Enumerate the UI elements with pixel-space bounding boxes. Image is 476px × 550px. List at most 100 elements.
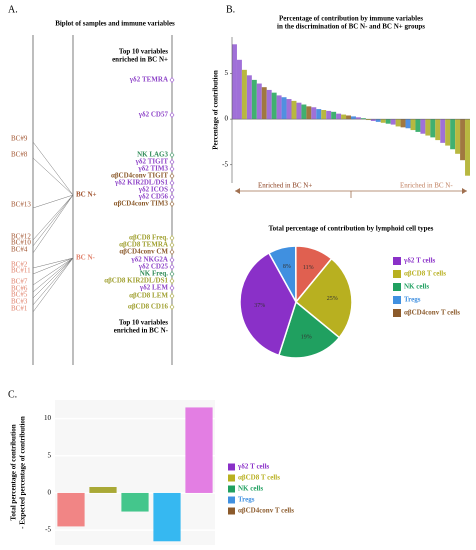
variable-label: γδ2 CD25 xyxy=(138,263,169,271)
bar xyxy=(241,69,247,120)
bar xyxy=(360,118,366,120)
y-tick-label: 5 xyxy=(225,69,229,77)
legend-label: γδ2 T cells xyxy=(403,257,436,265)
slice-label: 11% xyxy=(303,265,314,271)
bar xyxy=(355,117,361,120)
sample-link xyxy=(32,194,74,241)
variable-label: γδ2 LEM xyxy=(139,284,168,292)
slice-label: 19% xyxy=(301,334,312,340)
sample-link xyxy=(32,257,74,269)
sample-link xyxy=(32,257,74,293)
variable-marker xyxy=(169,271,175,277)
sample-label: BC#9 xyxy=(11,135,28,143)
pie-slice xyxy=(294,257,353,339)
legend-label: NK cells xyxy=(404,283,429,291)
variable-label: αβCD8 TEMRA xyxy=(119,241,168,249)
legend-label: NK cells xyxy=(238,485,263,493)
bar xyxy=(425,119,431,136)
variable-marker xyxy=(169,235,175,241)
bar xyxy=(316,109,322,120)
bar xyxy=(291,100,297,120)
bar xyxy=(435,119,441,141)
sample-label: BC#6 xyxy=(11,285,28,293)
variable-label: γδ2 TIM3 xyxy=(137,165,168,173)
legend-label: αβCD8 T cells xyxy=(238,474,280,482)
bar xyxy=(271,92,277,120)
bar xyxy=(395,119,401,127)
legend-swatch xyxy=(228,485,235,493)
chart-title: Percentage of contribution by immune var… xyxy=(279,15,423,23)
bar xyxy=(420,119,426,134)
legend-label: αβCD4conv T cells xyxy=(404,309,460,317)
variable-label: γδ2 NKG2A xyxy=(130,256,168,264)
bar xyxy=(415,119,421,132)
bar xyxy=(331,111,337,120)
bar xyxy=(296,102,302,120)
annotation: Enriched in BC N- xyxy=(400,182,453,190)
legend-label: αβCD8 T cells xyxy=(404,270,446,278)
group-label: BC N- xyxy=(76,254,96,262)
bar xyxy=(365,119,371,121)
variable-marker xyxy=(169,173,175,179)
bar xyxy=(405,119,411,129)
variable-marker xyxy=(169,194,175,200)
bar xyxy=(311,107,317,120)
variable-label: αβCD8 Freq. xyxy=(129,234,168,242)
bar xyxy=(326,110,332,120)
legend-label: Tregs xyxy=(238,496,255,504)
sample-label: BC#5 xyxy=(11,291,28,299)
set-heading: Top 10 variables xyxy=(119,319,168,327)
panel-label: A. xyxy=(8,4,18,15)
variable-label: γδ2 ICOS xyxy=(138,186,168,194)
y-tick-label: -5 xyxy=(45,526,51,534)
variable-label: αβCD8 LEM xyxy=(129,292,168,300)
pie-slice xyxy=(277,300,341,359)
bar xyxy=(346,115,351,120)
sample-link xyxy=(32,257,74,275)
variable-label: NK Freq. xyxy=(140,270,169,278)
variable-marker xyxy=(169,152,175,158)
set-heading: enriched in BC N+ xyxy=(112,56,168,64)
variable-label: αβCD8 KIR2DL/DS1 xyxy=(104,277,168,285)
legend-swatch xyxy=(393,283,401,291)
variable-label: αβCD8 CD16 xyxy=(128,303,169,311)
sample-label: BC#3 xyxy=(11,298,28,306)
sample-link xyxy=(32,141,74,196)
variable-marker xyxy=(169,201,175,207)
legend-label: Tregs xyxy=(404,296,421,304)
bar xyxy=(375,119,381,122)
sample-link xyxy=(32,257,74,306)
variable-label: γδ2 CD56 xyxy=(138,193,169,201)
sample-label: BC#10 xyxy=(11,239,31,247)
legend-swatch xyxy=(228,463,235,471)
variable-label: γδ2 CD57 xyxy=(138,111,169,119)
bar xyxy=(286,99,292,120)
annotation: Enriched in BC N+ xyxy=(258,182,312,190)
sample-label: BC#7 xyxy=(11,278,28,286)
bar xyxy=(57,492,85,527)
chart-title: in the discrimination of BC N- and BC N+… xyxy=(277,23,425,31)
y-tick-label: 0 xyxy=(225,115,229,123)
sample-label: BC#8 xyxy=(11,151,28,159)
legend-label: αβCD4conv T cells xyxy=(238,507,294,515)
y-tick-label: 10 xyxy=(44,414,52,422)
y-axis-label: Total percentage of contribution xyxy=(10,424,18,520)
bar xyxy=(351,116,356,120)
bar xyxy=(185,407,213,493)
panel-label: C. xyxy=(8,389,17,400)
slice-label: 25% xyxy=(327,296,338,302)
bar xyxy=(380,119,386,123)
panel-label: B. xyxy=(226,4,235,15)
legend-label: γδ2 T cells xyxy=(237,463,270,471)
variable-marker xyxy=(169,293,175,299)
bar xyxy=(276,95,282,120)
bar xyxy=(251,79,257,120)
bar xyxy=(390,119,396,125)
bar xyxy=(321,110,327,120)
bar xyxy=(445,119,451,146)
bar xyxy=(301,104,307,120)
variable-marker xyxy=(169,249,175,255)
slice-label: 37% xyxy=(254,303,265,309)
bar xyxy=(153,492,181,542)
